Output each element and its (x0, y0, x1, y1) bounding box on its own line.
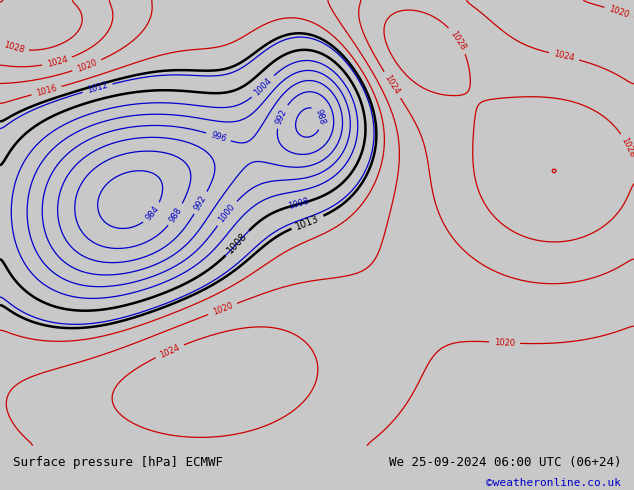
Text: 1008: 1008 (225, 231, 249, 255)
Text: 996: 996 (209, 130, 228, 144)
Text: 1028: 1028 (2, 41, 25, 55)
Text: 1020: 1020 (494, 338, 515, 348)
Text: 1020: 1020 (211, 301, 234, 317)
Text: 1028: 1028 (449, 29, 467, 51)
Text: 1016: 1016 (36, 83, 58, 98)
Text: 1012: 1012 (86, 81, 109, 95)
Text: 988: 988 (314, 108, 327, 126)
Text: 1000: 1000 (217, 202, 237, 224)
Text: We 25-09-2024 06:00 UTC (06+24): We 25-09-2024 06:00 UTC (06+24) (389, 456, 621, 469)
Text: 1004: 1004 (252, 76, 273, 97)
Text: 1008: 1008 (288, 197, 311, 211)
Text: ©weatheronline.co.uk: ©weatheronline.co.uk (486, 478, 621, 489)
Text: 988: 988 (168, 206, 184, 224)
Text: 1024: 1024 (383, 74, 401, 97)
Text: 992: 992 (193, 194, 209, 212)
Text: 984: 984 (144, 204, 161, 222)
Text: 1020: 1020 (608, 4, 631, 20)
Text: 1024: 1024 (46, 55, 68, 69)
Text: 1013: 1013 (294, 213, 321, 231)
Text: 1028: 1028 (619, 136, 634, 159)
Text: 992: 992 (274, 107, 288, 125)
Text: Surface pressure [hPa] ECMWF: Surface pressure [hPa] ECMWF (13, 456, 223, 469)
Text: 1024: 1024 (553, 49, 575, 63)
Text: 1020: 1020 (75, 58, 98, 74)
Text: 1024: 1024 (158, 343, 181, 359)
